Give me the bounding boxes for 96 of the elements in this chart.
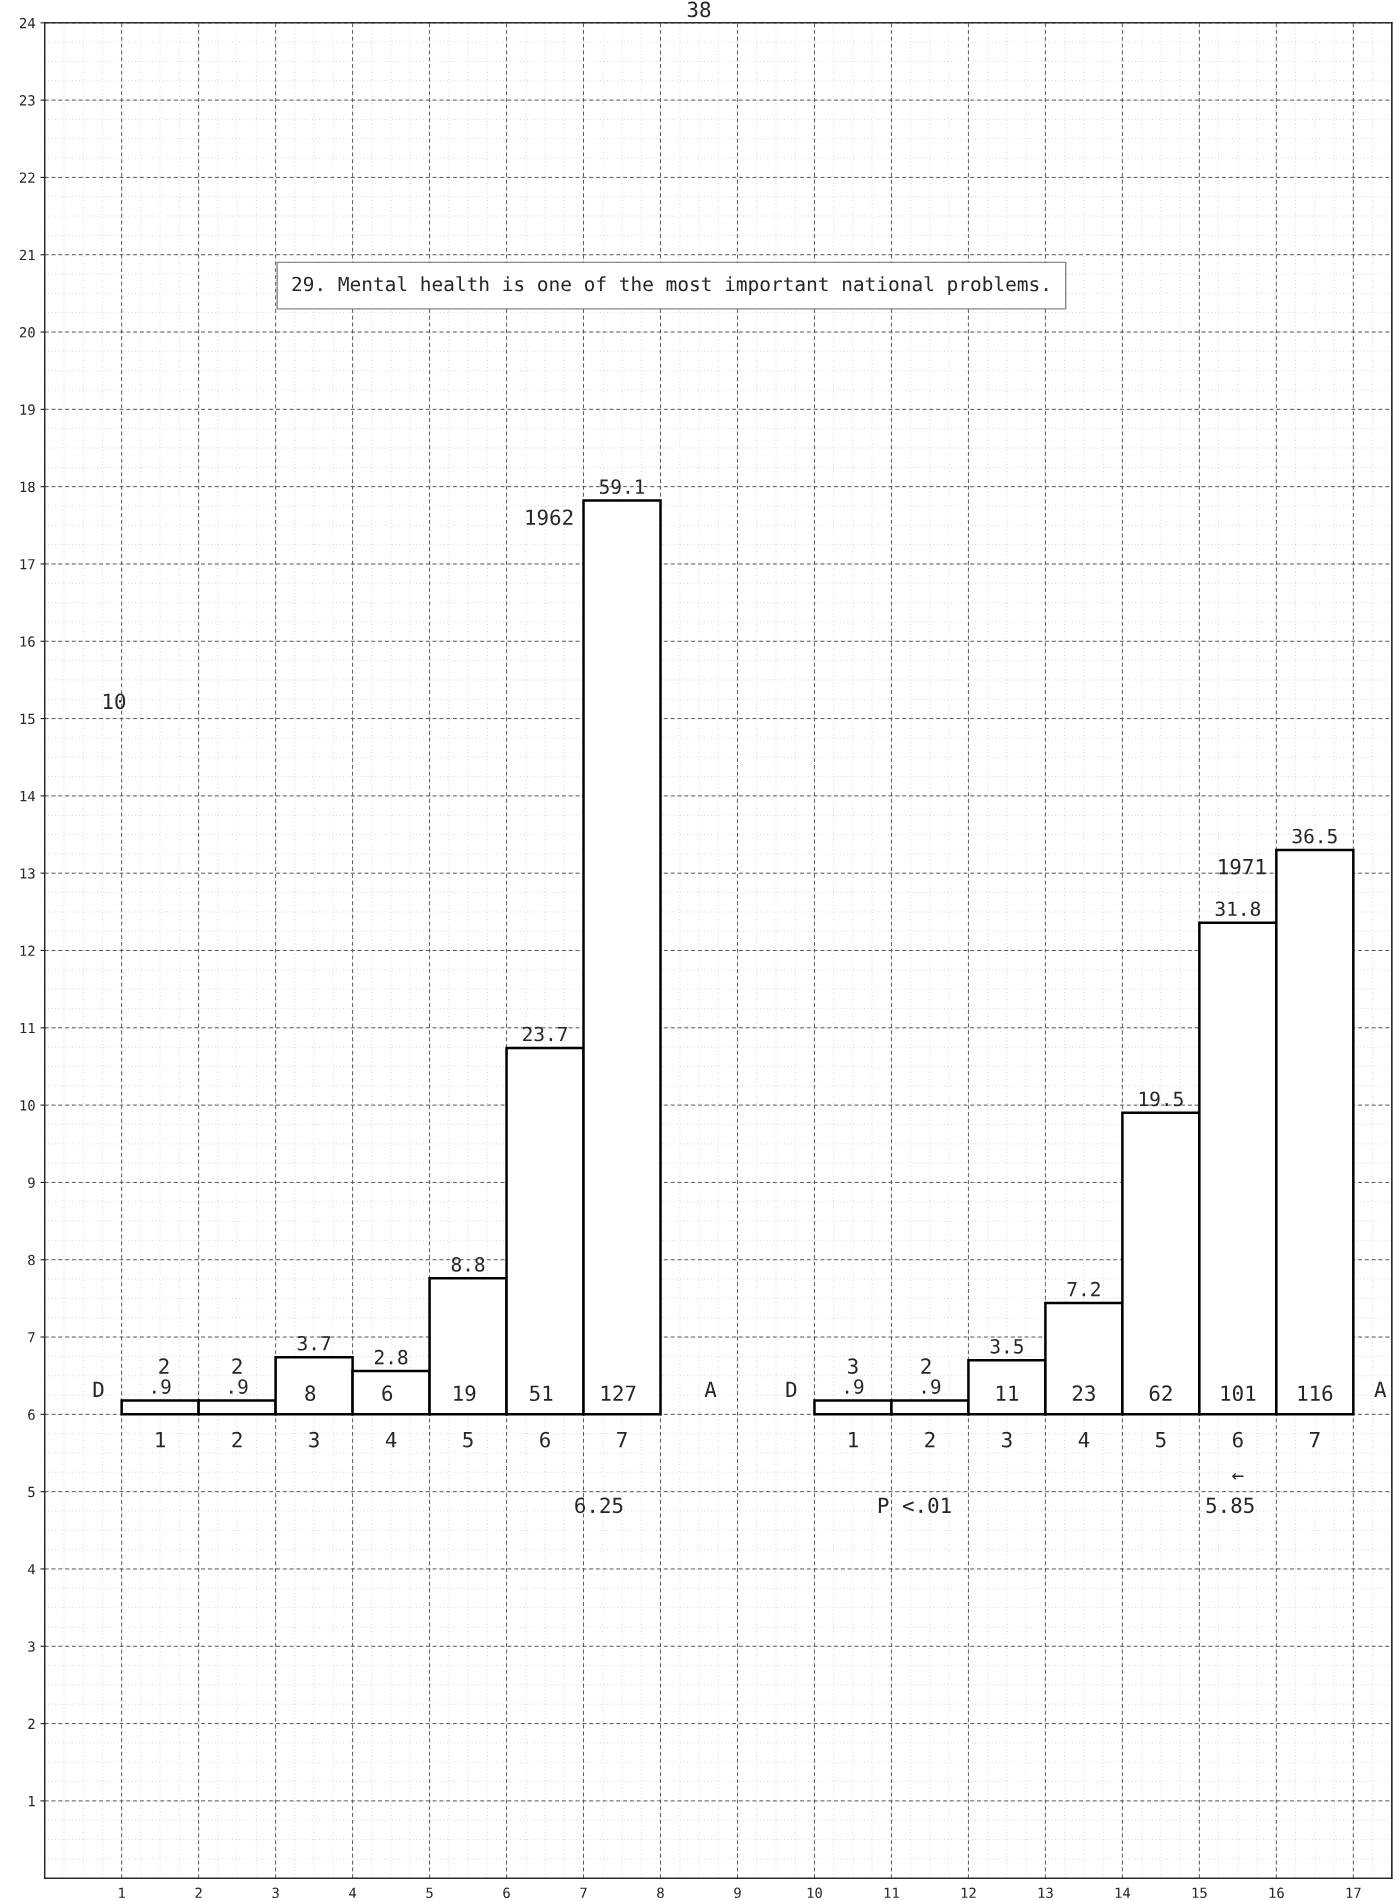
y-tick-label: 21	[19, 249, 35, 261]
annotation: 3	[1002, 1431, 1012, 1448]
annotation: 5	[1156, 1432, 1166, 1448]
x-tick-label: 4	[349, 1887, 357, 1898]
annotation: 3	[309, 1431, 319, 1448]
annotation: 2	[159, 1358, 169, 1374]
y-tick-label: 24	[19, 17, 35, 29]
y-tick-label: 22	[19, 172, 35, 183]
data-label: .9	[230, 1379, 248, 1394]
y-tick-label: 23	[19, 95, 35, 106]
data-label: 8.8	[451, 1257, 485, 1272]
y-tick-label: 3	[28, 1641, 35, 1652]
y-tick-label: 4	[27, 1564, 35, 1575]
x-tick-label: 9	[734, 1887, 741, 1899]
data-label: 7.2	[1067, 1281, 1100, 1297]
data-label: 19.5	[1139, 1091, 1183, 1107]
y-tick-label: 19	[20, 404, 35, 415]
annotation: 101	[1221, 1385, 1256, 1402]
y-tick-label: 5	[28, 1486, 35, 1498]
annotation: 7	[617, 1432, 627, 1448]
y-tick-label: 1	[28, 1796, 35, 1807]
x-tick-label: 11	[884, 1887, 899, 1898]
y-tick-label: 16	[20, 636, 35, 647]
y-tick-label: 10	[20, 1100, 35, 1111]
annotation: D	[93, 1381, 104, 1397]
data-label: 31.8	[1215, 901, 1261, 917]
annotation: 8	[305, 1385, 316, 1402]
annotation: 1	[849, 1432, 858, 1448]
text: 29. Mental health is one of the most important national problems.	[292, 276, 1048, 296]
x-tick-label: 17	[1346, 1887, 1361, 1898]
annotation: 19	[454, 1385, 476, 1402]
data-label: 23.7	[523, 1026, 567, 1042]
data-label: 36.5	[1292, 828, 1337, 844]
annotation: D	[786, 1381, 797, 1397]
annotation: 6	[382, 1385, 393, 1402]
series-label: 1971	[1219, 858, 1266, 875]
x-tick-label: 8	[657, 1887, 664, 1899]
annotation: 2	[232, 1358, 242, 1374]
annotation: 10	[103, 693, 126, 710]
annotation: P <.01	[878, 1497, 951, 1514]
x-tick-label: 14	[1115, 1887, 1131, 1898]
y-tick-label: 15	[20, 713, 35, 725]
data-label: 2.8	[374, 1349, 408, 1365]
annotation: 2	[925, 1431, 935, 1448]
data-label: 3.5	[990, 1338, 1023, 1354]
annotation: 7	[1309, 1432, 1320, 1448]
x-tick-label: 2	[195, 1887, 202, 1898]
annotation: 2	[232, 1431, 242, 1448]
annotation: 5.85	[1206, 1497, 1254, 1514]
data-label: .9	[922, 1379, 941, 1394]
x-tick-label: 10	[807, 1887, 822, 1899]
y-tick-label: 14	[20, 791, 35, 802]
data-label: 59.1	[599, 479, 645, 495]
annotation: A	[1374, 1381, 1387, 1397]
annotation: ←	[1232, 1472, 1244, 1480]
x-tick-label: 13	[1038, 1887, 1053, 1899]
annotation: 6	[1232, 1431, 1243, 1448]
x-tick-label: 5	[426, 1887, 433, 1899]
series-label: 1962	[526, 509, 573, 526]
annotation: 51	[530, 1385, 553, 1402]
annotation: A	[704, 1381, 717, 1397]
annotation: 127	[601, 1385, 636, 1401]
annotation: 62	[1149, 1385, 1172, 1402]
x-tick-label: 16	[1269, 1887, 1284, 1899]
annotation: 6.25	[575, 1497, 623, 1514]
annotation: 5	[463, 1432, 473, 1448]
y-tick-label: 11	[20, 1022, 35, 1034]
annotation: 2	[921, 1358, 931, 1374]
text: 38	[687, 1, 711, 18]
y-tick-label: 20	[19, 327, 35, 338]
annotation: 11	[996, 1385, 1019, 1401]
x-tick-label: 12	[961, 1887, 976, 1898]
y-tick-label: 7	[28, 1332, 35, 1343]
annotation: 3	[848, 1358, 858, 1375]
x-tick-label: 3	[272, 1887, 279, 1899]
annotation: 4	[385, 1432, 397, 1448]
data-label: .9	[845, 1379, 864, 1394]
x-tick-label: 1	[119, 1887, 125, 1898]
y-tick-label: 2	[28, 1718, 35, 1729]
annotation: 1	[156, 1432, 165, 1448]
data-label: .9	[153, 1379, 171, 1394]
y-tick-label: 12	[20, 945, 35, 956]
y-tick-label: 13	[20, 868, 35, 879]
annotation: 23	[1072, 1385, 1095, 1402]
y-tick-label: 9	[28, 1177, 35, 1188]
x-tick-label: 7	[580, 1887, 587, 1898]
y-tick-label: 6	[28, 1409, 35, 1420]
annotation: 4	[1078, 1432, 1090, 1448]
x-tick-label: 15	[1192, 1887, 1207, 1899]
x-tick-label: 6	[503, 1887, 510, 1899]
y-tick-label: 18	[20, 481, 35, 493]
y-tick-label: 8	[28, 1254, 35, 1266]
data-label: 3.7	[297, 1335, 331, 1351]
annotation: 6	[540, 1431, 550, 1448]
annotation: 116	[1298, 1385, 1333, 1402]
y-tick-label: 17	[20, 559, 35, 570]
